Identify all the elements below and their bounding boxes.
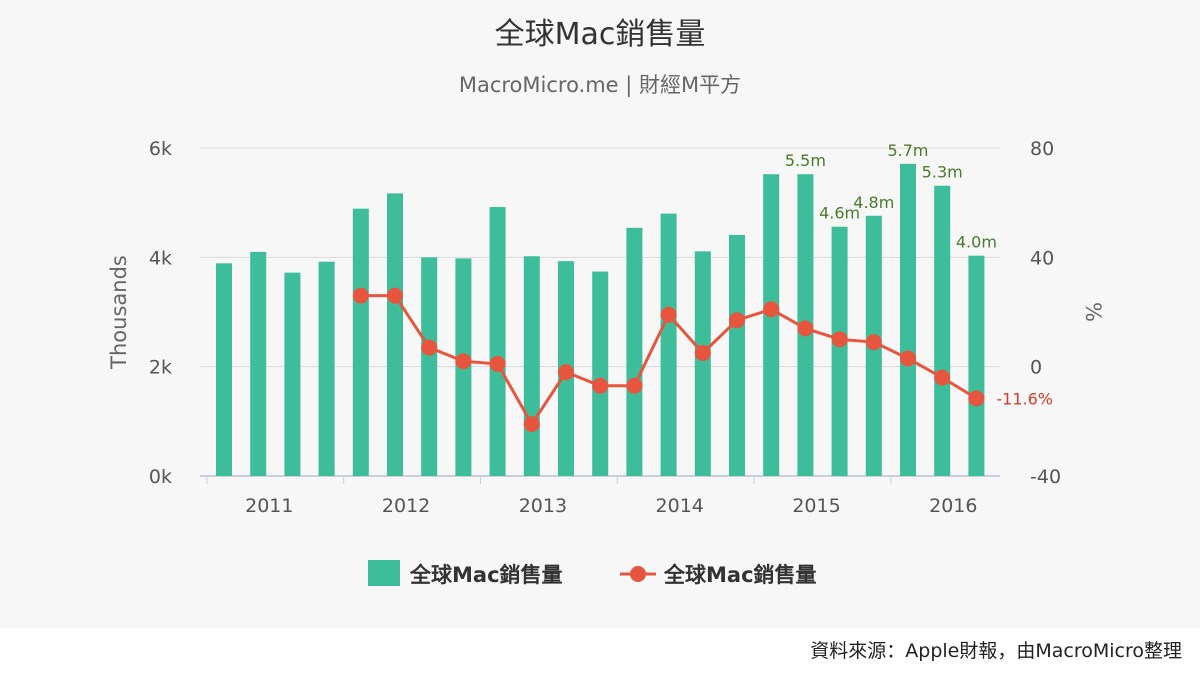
bar-data-label: 4.8m [853, 193, 894, 212]
bar[interactable] [523, 256, 540, 476]
chart-area: 全球Mac銷售量 MacroMicro.me | 財經M平方 0k 2k 4k 6k … [107, 17, 1105, 587]
legend[interactable]: 全球Mac銷售量 全球Mac銷售量 [368, 560, 817, 587]
bar[interactable] [318, 261, 335, 476]
bar[interactable] [421, 257, 438, 476]
line-point[interactable] [387, 287, 403, 304]
x-axis: 2011 2012 2013 2014 2015 2016 [206, 476, 977, 517]
bar[interactable] [729, 234, 745, 476]
x-tick-label: 2015 [792, 495, 840, 517]
line-point[interactable] [694, 345, 711, 361]
chart-subtitle: MacroMicro.me | 財經M平方 [459, 73, 741, 98]
right-tick-label: 40 [1030, 247, 1054, 269]
line-point[interactable] [831, 331, 848, 348]
bar[interactable] [831, 226, 848, 476]
line-point[interactable] [660, 306, 677, 323]
bar-data-label: 5.7m [887, 141, 928, 160]
line-point[interactable] [558, 364, 574, 381]
line-point[interactable] [865, 334, 882, 351]
left-tick-label: 6k [149, 138, 172, 160]
right-y-axis: -40 0 40 80 [1030, 138, 1061, 488]
bar[interactable] [934, 185, 951, 476]
x-tick-label: 2014 [656, 495, 704, 517]
x-tick-label: 2013 [519, 495, 567, 517]
legend-bar-label[interactable]: 全球Mac銷售量 [409, 563, 563, 587]
left-tick-label: 2k [149, 357, 172, 379]
x-tick-label: 2011 [245, 495, 293, 517]
bar[interactable] [216, 263, 232, 476]
bar-data-label: 4.0m [956, 233, 997, 252]
line-point[interactable] [523, 416, 540, 433]
bar-series [216, 163, 985, 477]
line-data-label: -11.6% [996, 389, 1053, 408]
left-y-axis: 0k 2k 4k 6k [149, 138, 172, 488]
source-note: 資料來源：Apple財報，由MacroMicro整理 [810, 640, 1182, 662]
bar[interactable] [900, 163, 916, 476]
right-axis-title: % [1081, 302, 1105, 322]
bar[interactable] [352, 208, 369, 476]
bar[interactable] [284, 272, 301, 476]
left-tick-label: 4k [149, 247, 172, 269]
bar[interactable] [387, 193, 403, 476]
legend-line-label[interactable]: 全球Mac銷售量 [663, 563, 817, 587]
bar[interactable] [489, 207, 506, 477]
line-point[interactable] [626, 377, 643, 394]
line-point[interactable] [455, 353, 472, 370]
bar[interactable] [626, 227, 643, 476]
bar[interactable] [250, 251, 267, 476]
line-series [352, 287, 985, 433]
x-tick-label: 2016 [929, 495, 977, 517]
line-point[interactable] [900, 350, 916, 367]
bar-data-label: 5.5m [785, 151, 826, 170]
bar-data-label: 4.6m [819, 204, 860, 223]
line-point[interactable] [968, 390, 985, 407]
line-point[interactable] [934, 369, 951, 386]
line-point[interactable] [797, 320, 814, 337]
line-point[interactable] [421, 339, 438, 356]
bar[interactable] [592, 271, 609, 476]
line-point[interactable] [489, 355, 506, 372]
chart-title: 全球Mac銷售量 [495, 17, 706, 52]
left-axis-title: Thousands [107, 255, 131, 370]
right-tick-label: 0 [1030, 357, 1042, 379]
bar[interactable] [763, 174, 780, 477]
left-tick-label: 0k [149, 466, 172, 488]
legend-line-marker [630, 566, 646, 582]
bar[interactable] [660, 213, 677, 476]
x-tick-label: 2012 [382, 495, 430, 517]
bar-data-label: 5.3m [922, 163, 963, 182]
right-tick-label: 80 [1030, 138, 1054, 160]
line-point[interactable] [763, 301, 780, 318]
line-point[interactable] [729, 312, 745, 329]
right-tick-label: -40 [1030, 466, 1061, 488]
line-point[interactable] [592, 377, 609, 394]
data-labels: 5.5m 4.6m4.8m 5.7m 5.3m 4.0m -11.6% [785, 141, 1053, 409]
bar[interactable] [694, 251, 711, 476]
bar[interactable] [968, 255, 985, 476]
legend-bar-swatch [368, 560, 400, 586]
line-point[interactable] [352, 287, 369, 304]
chart: 全球Mac銷售量 MacroMicro.me | 財經M平方 0k2k4k6k … [107, 17, 1105, 587]
